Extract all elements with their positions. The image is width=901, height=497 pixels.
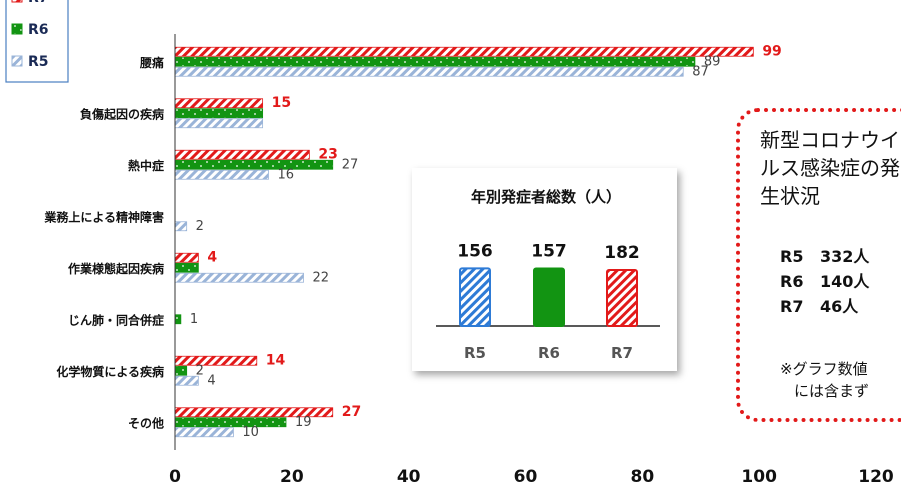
- legend-label: R6: [28, 22, 49, 38]
- category-label: じん肺・同合併症: [68, 312, 164, 327]
- bar-r7: [174, 98, 264, 109]
- inset-bar-r5: [459, 267, 491, 327]
- category-label: 化学物質による疾病: [56, 364, 164, 379]
- data-label: 89: [704, 54, 721, 69]
- data-label: 27: [342, 404, 361, 420]
- category-label: 熱中症: [128, 158, 164, 173]
- covid-note-count: 46人: [820, 297, 859, 316]
- x-tick-label: 80: [630, 467, 654, 487]
- data-label: 2: [196, 219, 204, 234]
- bar-r6: [174, 262, 199, 273]
- bar-r7: [174, 46, 754, 57]
- data-label: 16: [277, 167, 294, 182]
- data-label: 27: [342, 157, 359, 172]
- bar-r5: [174, 221, 188, 232]
- legend-swatch-r5: [11, 55, 23, 67]
- data-label: 4: [207, 249, 217, 265]
- inset-category-label: R7: [611, 344, 633, 362]
- x-tick-label: 60: [514, 467, 538, 487]
- data-label: 15: [272, 95, 291, 111]
- covid-note-count: 332人: [820, 247, 870, 266]
- data-label: 99: [762, 43, 781, 59]
- x-tick-label: 20: [280, 467, 304, 487]
- total-cases-chart: 年別発症者総数（人） 156 R5 157 R6 182 R7: [436, 188, 660, 362]
- bar-r6: [174, 159, 334, 170]
- data-label: 2: [196, 363, 204, 378]
- data-label: 4: [207, 373, 215, 388]
- x-tick-label: 100: [741, 467, 777, 487]
- x-tick-label: 40: [397, 467, 421, 487]
- covid-note-rows: R5 332人 R6 140人 R7 46人: [780, 244, 869, 319]
- data-label: 10: [242, 425, 259, 440]
- category-label: 負傷起因の疾病: [80, 106, 164, 121]
- bar-r6: [174, 365, 188, 376]
- data-label: 1: [190, 312, 198, 327]
- bar-r5: [174, 375, 199, 386]
- total-cases-inset: 年別発症者総数（人） 156 R5 157 R6 182 R7: [412, 168, 677, 371]
- category-label: 腰痛: [139, 55, 164, 70]
- bar-r5: [174, 66, 684, 77]
- data-label: 19: [295, 415, 312, 430]
- covid-note-footnote-line: には含まず: [794, 382, 870, 400]
- legend-label: R7: [28, 0, 49, 6]
- x-tick-label: 0: [169, 467, 181, 487]
- bar-r5: [174, 272, 304, 283]
- bar-r7: [174, 355, 258, 366]
- data-label: 22: [313, 270, 330, 285]
- inset-category-label: R5: [464, 344, 486, 362]
- bar-r6: [174, 56, 696, 67]
- legend-label: R5: [28, 54, 49, 70]
- bar-r6: [174, 314, 182, 325]
- data-label: 23: [318, 146, 337, 162]
- covid-note-footnote: ※グラフ数値 には含まず: [780, 358, 900, 402]
- inset-category-label: R6: [538, 344, 560, 362]
- bar-r5: [174, 169, 269, 180]
- category-label: 業務上による精神障害: [43, 209, 164, 224]
- bar-r5: [174, 427, 234, 438]
- bar-r5: [174, 118, 264, 129]
- bar-r6: [174, 417, 287, 428]
- bar-r7: [174, 149, 310, 160]
- bar-r7: [174, 252, 199, 263]
- legend: R7 R6 R5: [5, 0, 69, 83]
- inset-value-label: 182: [604, 243, 640, 263]
- inset-value-label: 156: [457, 241, 493, 261]
- inset-bar-r7: [606, 269, 638, 327]
- covid-note-box: [736, 108, 901, 422]
- legend-swatch-r6: [11, 23, 23, 35]
- covid-note-year: R6: [780, 272, 804, 291]
- covid-note-row: R5 332人: [780, 244, 869, 269]
- data-label: 87: [692, 64, 709, 79]
- category-label: その他: [128, 415, 164, 430]
- covid-note-title: 新型コロナウイルス感染症の発生状況: [760, 128, 900, 208]
- category-label: 作業様態起因疾病: [68, 261, 164, 276]
- covid-note-year: R7: [780, 297, 804, 316]
- inset-bars: 156 R5 157 R6 182 R7: [436, 241, 660, 362]
- covid-note-year: R5: [780, 247, 804, 266]
- covid-note-footnote-line: ※グラフ数値: [780, 360, 868, 378]
- x-tick-label: 120: [858, 467, 894, 487]
- inset-value-label: 157: [531, 241, 567, 261]
- bar-r6: [174, 108, 264, 119]
- legend-swatch-r7: [11, 0, 23, 3]
- inset-bar-r6: [533, 267, 565, 327]
- covid-note-count: 140人: [820, 272, 870, 291]
- covid-note-row: R7 46人: [780, 294, 869, 319]
- covid-note-row: R6 140人: [780, 269, 869, 294]
- legend-box: [5, 0, 69, 83]
- data-label: 14: [266, 352, 286, 368]
- inset-title: 年別発症者総数（人）: [471, 188, 621, 206]
